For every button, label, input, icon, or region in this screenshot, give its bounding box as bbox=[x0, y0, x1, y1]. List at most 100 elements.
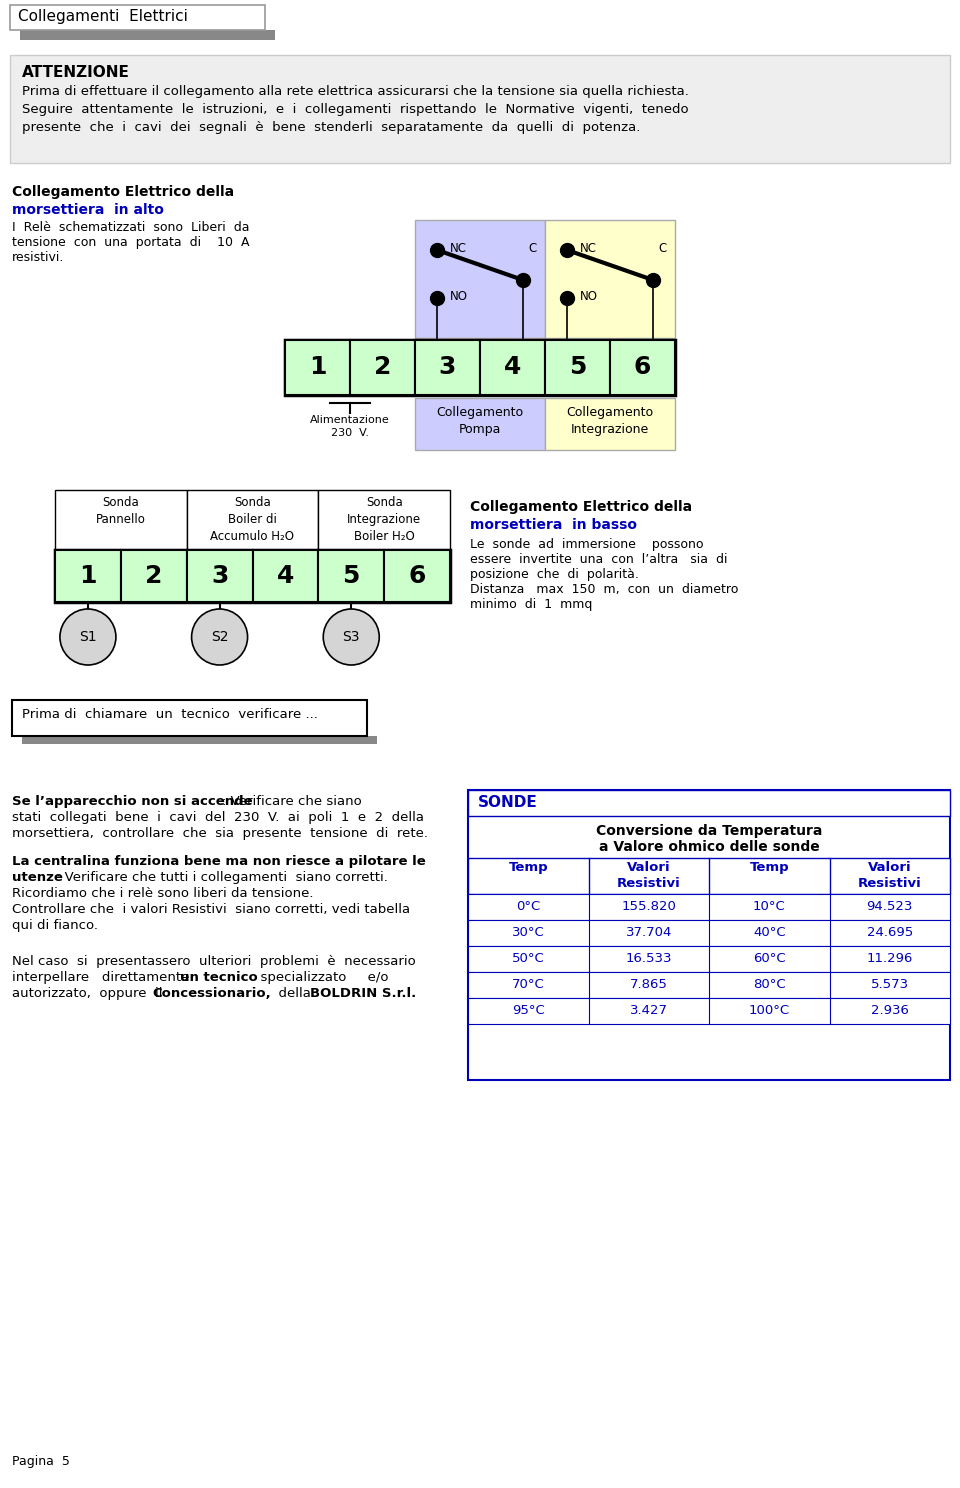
Text: 95°C: 95°C bbox=[512, 1004, 544, 1018]
Bar bbox=[468, 790, 950, 815]
Text: Concessionario,: Concessionario, bbox=[152, 987, 271, 1000]
Text: 100°C: 100°C bbox=[749, 1004, 790, 1018]
Text: Prima di  chiamare  un  tecnico  verificare ...: Prima di chiamare un tecnico verificare … bbox=[22, 708, 318, 722]
Bar bbox=[545, 397, 675, 449]
Circle shape bbox=[324, 609, 379, 665]
Text: qui di fianco.: qui di fianco. bbox=[12, 920, 98, 931]
Text: 10°C: 10°C bbox=[753, 900, 785, 914]
Bar bbox=[12, 699, 367, 737]
Text: 1: 1 bbox=[79, 564, 97, 588]
Bar bbox=[319, 551, 384, 603]
Text: Alimentazione
230  V.: Alimentazione 230 V. bbox=[310, 415, 390, 437]
Text: Seguire  attentamente  le  istruzioni,  e  i  collegamenti  rispettando  le  Nor: Seguire attentamente le istruzioni, e i … bbox=[22, 103, 688, 116]
Bar bbox=[285, 339, 675, 394]
Text: C: C bbox=[528, 243, 537, 256]
Bar bbox=[186, 490, 319, 551]
Text: Valori
Resistivi: Valori Resistivi bbox=[858, 862, 922, 890]
Bar bbox=[545, 220, 675, 338]
Text: morsettiera  in alto: morsettiera in alto bbox=[12, 202, 164, 217]
Text: 5: 5 bbox=[343, 564, 360, 588]
Text: a Valore ohmico delle sonde: a Valore ohmico delle sonde bbox=[599, 841, 820, 854]
Bar bbox=[20, 30, 275, 40]
Text: essere  invertite  una  con  l’altra   sia  di: essere invertite una con l’altra sia di bbox=[470, 554, 728, 565]
Text: resistivi.: resistivi. bbox=[12, 251, 64, 263]
Text: 2.936: 2.936 bbox=[871, 1004, 909, 1018]
Text: Nel caso  si  presentassero  ulteriori  problemi  è  necessario: Nel caso si presentassero ulteriori prob… bbox=[12, 955, 416, 969]
Text: 60°C: 60°C bbox=[753, 952, 785, 966]
Text: C: C bbox=[658, 243, 666, 256]
Text: NO: NO bbox=[580, 290, 598, 304]
Text: 16.533: 16.533 bbox=[626, 952, 672, 966]
Text: 6: 6 bbox=[408, 564, 426, 588]
Text: 11.296: 11.296 bbox=[867, 952, 913, 966]
Text: Sonda
Integrazione
Boiler H₂O: Sonda Integrazione Boiler H₂O bbox=[348, 496, 421, 543]
Text: SONDE: SONDE bbox=[478, 795, 538, 809]
Bar bbox=[186, 551, 252, 603]
Bar bbox=[10, 55, 950, 164]
Bar bbox=[468, 894, 950, 920]
Text: Prima di effettuare il collegamento alla rete elettrica assicurarsi che la tensi: Prima di effettuare il collegamento alla… bbox=[22, 85, 689, 98]
Bar bbox=[468, 920, 950, 946]
Bar bbox=[468, 998, 950, 1024]
Bar bbox=[415, 397, 545, 449]
Bar bbox=[319, 490, 450, 551]
Text: Collegamento Elettrico della: Collegamento Elettrico della bbox=[470, 500, 692, 513]
Text: 6: 6 bbox=[634, 356, 651, 379]
Bar bbox=[252, 551, 319, 603]
Bar bbox=[55, 490, 186, 551]
Text: Temp: Temp bbox=[750, 862, 789, 873]
Bar bbox=[22, 737, 377, 744]
Text: 30°C: 30°C bbox=[512, 927, 544, 939]
Bar bbox=[480, 339, 545, 394]
Text: S1: S1 bbox=[79, 629, 97, 644]
Text: Ricordiamo che i relè sono liberi da tensione.: Ricordiamo che i relè sono liberi da ten… bbox=[12, 887, 314, 900]
Text: S3: S3 bbox=[343, 629, 360, 644]
Text: posizione  che  di  polarità.: posizione che di polarità. bbox=[470, 568, 638, 580]
Circle shape bbox=[60, 609, 116, 665]
Text: 1: 1 bbox=[309, 356, 326, 379]
Text: Sonda
Boiler di
Accumulo H₂O: Sonda Boiler di Accumulo H₂O bbox=[210, 496, 295, 543]
Text: 2: 2 bbox=[145, 564, 162, 588]
Text: 4: 4 bbox=[276, 564, 294, 588]
Text: presente  che  i  cavi  dei  segnali  è  bene  stenderli  separatamente  da  que: presente che i cavi dei segnali è bene s… bbox=[22, 121, 640, 134]
Text: NC: NC bbox=[580, 243, 597, 256]
Text: 70°C: 70°C bbox=[512, 979, 544, 991]
Text: 50°C: 50°C bbox=[512, 952, 544, 966]
Text: 155.820: 155.820 bbox=[621, 900, 676, 914]
Text: utenze: utenze bbox=[12, 870, 62, 884]
Text: morsettiera,  controllare  che  sia  presente  tensione  di  rete.: morsettiera, controllare che sia present… bbox=[12, 827, 428, 841]
Text: BOLDRIN S.r.l.: BOLDRIN S.r.l. bbox=[310, 987, 417, 1000]
Text: 40°C: 40°C bbox=[753, 927, 785, 939]
Text: 7.865: 7.865 bbox=[630, 979, 668, 991]
Text: Le  sonde  ad  immersione    possono: Le sonde ad immersione possono bbox=[470, 539, 704, 551]
Text: ATTENZIONE: ATTENZIONE bbox=[22, 65, 130, 80]
Text: S2: S2 bbox=[211, 629, 228, 644]
Bar bbox=[468, 946, 950, 972]
Text: NO: NO bbox=[450, 290, 468, 304]
Text: Se l’apparecchio non si accende: Se l’apparecchio non si accende bbox=[12, 795, 252, 808]
Text: 0°C: 0°C bbox=[516, 900, 540, 914]
Text: Pagina  5: Pagina 5 bbox=[12, 1455, 70, 1469]
Text: 94.523: 94.523 bbox=[867, 900, 913, 914]
Bar bbox=[55, 551, 121, 603]
Text: 4: 4 bbox=[504, 356, 521, 379]
Text: interpellare   direttamente: interpellare direttamente bbox=[12, 972, 203, 984]
Text: : Verificare che siano: : Verificare che siano bbox=[222, 795, 362, 808]
Text: Collegamenti  Elettrici: Collegamenti Elettrici bbox=[18, 9, 188, 24]
Bar bbox=[468, 972, 950, 998]
Text: 3: 3 bbox=[211, 564, 228, 588]
Text: 2: 2 bbox=[373, 356, 391, 379]
Bar bbox=[415, 220, 545, 338]
Text: Valori
Resistivi: Valori Resistivi bbox=[617, 862, 681, 890]
Text: Collegamento
Integrazione: Collegamento Integrazione bbox=[566, 406, 654, 436]
Bar bbox=[468, 790, 950, 1080]
Text: NC: NC bbox=[450, 243, 467, 256]
Bar bbox=[468, 859, 950, 894]
Text: 24.695: 24.695 bbox=[867, 927, 913, 939]
Text: 5: 5 bbox=[569, 356, 587, 379]
Bar bbox=[384, 551, 450, 603]
Text: un tecnico: un tecnico bbox=[180, 972, 257, 984]
Text: stati  collegati  bene  i  cavi  del  230  V.  ai  poli  1  e  2  della: stati collegati bene i cavi del 230 V. a… bbox=[12, 811, 424, 824]
Text: 3.427: 3.427 bbox=[630, 1004, 668, 1018]
Text: morsettiera  in basso: morsettiera in basso bbox=[470, 518, 637, 533]
